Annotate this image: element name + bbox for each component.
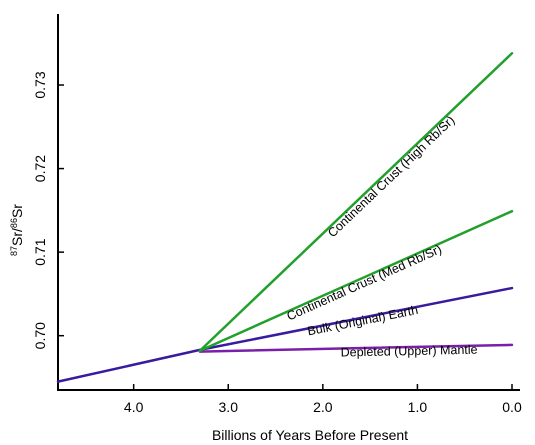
y-tick-label-0: 0.70 [32,322,48,349]
x-tick-label-1: 3.0 [219,399,239,415]
x-tick-label-2: 2.0 [313,399,333,415]
series-label-3: Continental Crust (High Rb/Sr) [325,113,457,240]
y-tick-label-1: 0.71 [32,238,48,265]
axis-ticks: 4.0 3.0 2.0 1.0 0.0 0.70 0.71 0.72 0.73 [32,71,522,415]
chart-series [56,52,514,383]
series-line-2 [198,209,514,352]
series-line-1 [198,343,514,353]
series-line-0 [56,286,514,383]
y-axis-title-sr-slash: Sr/ [9,228,25,246]
x-tick-label-3: 1.0 [408,399,428,415]
y-axis-title-sup-87: 87 [9,246,19,256]
series-line-3 [198,52,514,352]
y-tick-label-3: 0.73 [32,71,48,98]
x-tick-label-0: 4.0 [124,399,144,415]
x-tick-label-4: 0.0 [502,399,522,415]
series-label-1: Depleted (Upper) Mantle [341,343,478,360]
y-axis-title-sup-86: 86 [9,218,19,228]
y-axis-title: 87Sr/86Sr [9,204,25,256]
series-label-2: Continental Crust (Med Rb/Sr) [285,242,444,323]
y-tick-label-2: 0.72 [32,155,48,182]
y-axis-title-sr: Sr [9,204,25,218]
x-axis-title: Billions of Years Before Present [212,427,408,443]
